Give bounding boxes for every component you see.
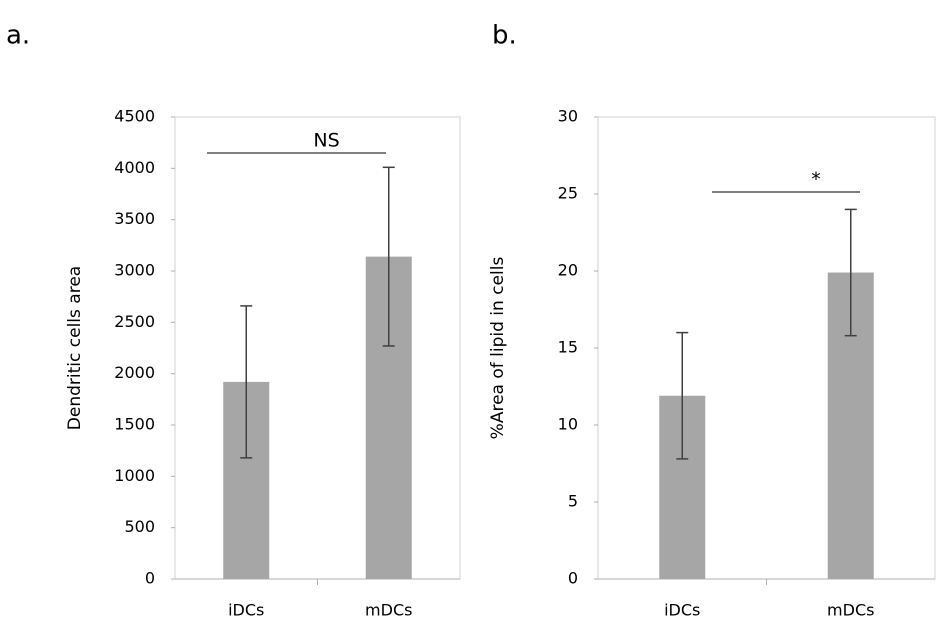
error-bar xyxy=(676,331,689,460)
y-tick-label: 3500 xyxy=(114,209,155,228)
y-tick-label: 4500 xyxy=(114,107,155,126)
plot-frame xyxy=(597,116,936,580)
y-axis-label: Dendritic cells area xyxy=(65,266,85,430)
y-tick-label: 0 xyxy=(145,569,155,588)
y-tick-label: 1500 xyxy=(114,415,155,434)
y-tick-label: 2000 xyxy=(114,363,155,382)
y-axis-label: %Area of lipid in cells xyxy=(488,257,508,440)
y-tick-label: 4000 xyxy=(114,158,155,177)
y-tick-label: 10 xyxy=(558,415,578,434)
y-tick-label: 25 xyxy=(558,184,578,203)
error-bar xyxy=(382,166,395,347)
y-tick-label: 2500 xyxy=(114,312,155,331)
y-tick-label: 1000 xyxy=(114,466,155,485)
annotation: * xyxy=(811,169,821,191)
y-tick-label: 15 xyxy=(558,338,578,357)
error-bar xyxy=(240,305,253,459)
y-tick-label: 30 xyxy=(558,107,578,126)
x-tick-label: iDCs xyxy=(664,601,700,620)
annotation: NS xyxy=(313,130,339,152)
y-tick-label: 5 xyxy=(568,492,578,511)
x-tick-label: mDCs xyxy=(365,601,412,620)
x-tick-label: iDCs xyxy=(228,601,264,620)
error-bar xyxy=(844,208,857,337)
panel-label: a. xyxy=(6,21,30,51)
plot-frame xyxy=(174,116,461,580)
y-tick-label: 3000 xyxy=(114,261,155,280)
x-tick-label: mDCs xyxy=(827,601,874,620)
panel-label: b. xyxy=(492,21,517,51)
y-tick-label: 500 xyxy=(124,517,155,536)
y-tick-label: 20 xyxy=(558,261,578,280)
y-tick-label: 0 xyxy=(568,569,578,588)
